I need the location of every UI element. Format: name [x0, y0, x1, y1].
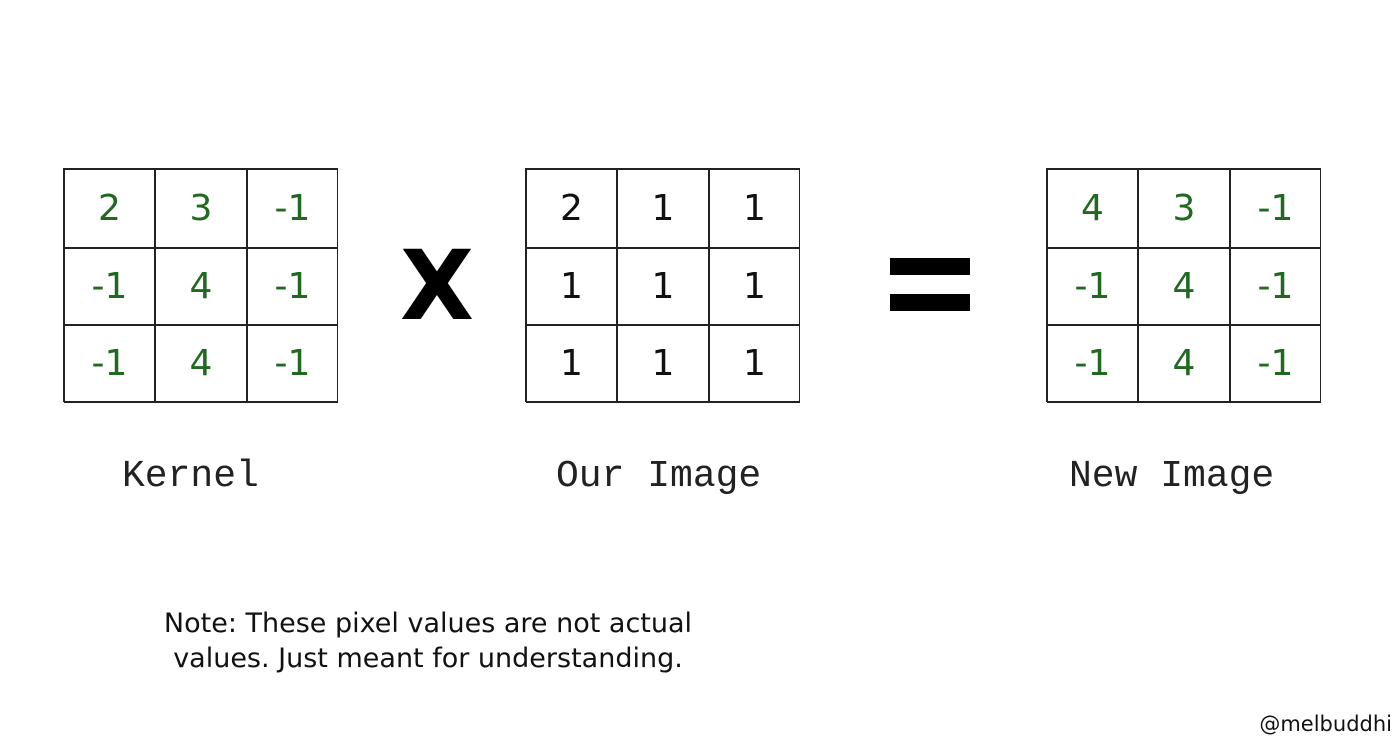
author-handle: @melbuddhi [1259, 712, 1392, 736]
kernel-cell: 2 [64, 169, 155, 248]
result-cell: -1 [1230, 325, 1321, 403]
equals-operator-top-bar [890, 258, 970, 275]
result-cell: 3 [1138, 169, 1230, 248]
kernel-cell: -1 [64, 248, 155, 325]
image-matrix: 2 1 1 1 1 1 1 1 1 [525, 168, 800, 403]
image-cell: 1 [709, 248, 800, 325]
kernel-label: Kernel [122, 455, 259, 498]
kernel-cell: -1 [64, 325, 155, 403]
kernel-cell: 3 [155, 169, 247, 248]
note-text: Note: These pixel values are not actual … [163, 608, 693, 674]
result-cell: 4 [1138, 248, 1230, 325]
kernel-cell: 4 [155, 248, 247, 325]
image-cell: 2 [526, 169, 617, 248]
result-label: New Image [1069, 455, 1275, 498]
kernel-matrix: 2 3 -1 -1 4 -1 -1 4 -1 [63, 168, 338, 403]
image-label: Our Image [556, 455, 762, 498]
result-cell: -1 [1047, 325, 1138, 403]
multiply-operator: X [400, 230, 475, 342]
image-cell: 1 [617, 325, 709, 403]
kernel-cell: -1 [247, 248, 338, 325]
kernel-cell: 4 [155, 325, 247, 403]
image-cell: 1 [617, 169, 709, 248]
image-cell: 1 [617, 248, 709, 325]
result-matrix: 4 3 -1 -1 4 -1 -1 4 -1 [1046, 168, 1321, 403]
image-cell: 1 [709, 169, 800, 248]
equals-operator-bottom-bar [890, 294, 970, 311]
image-cell: 1 [526, 248, 617, 325]
result-cell: -1 [1047, 248, 1138, 325]
kernel-cell: -1 [247, 169, 338, 248]
kernel-cell: -1 [247, 325, 338, 403]
result-cell: 4 [1138, 325, 1230, 403]
result-cell: -1 [1230, 248, 1321, 325]
result-cell: -1 [1230, 169, 1321, 248]
result-cell: 4 [1047, 169, 1138, 248]
image-cell: 1 [709, 325, 800, 403]
image-cell: 1 [526, 325, 617, 403]
